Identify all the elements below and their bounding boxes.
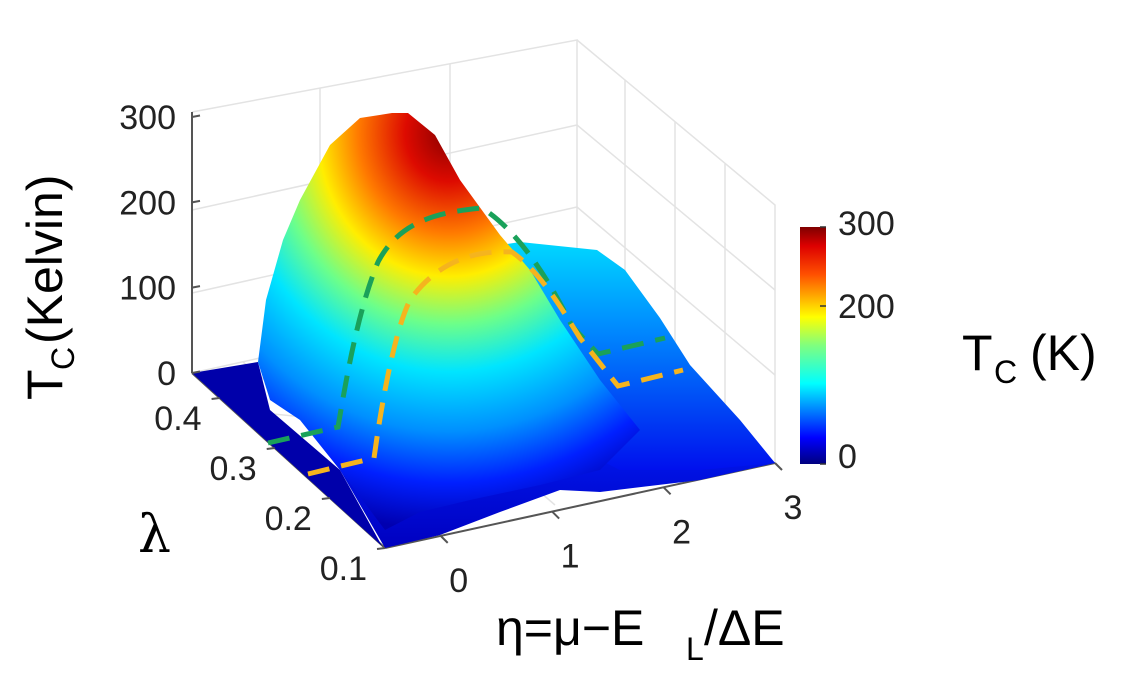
lambda-tick-label: 0.2 — [265, 500, 312, 538]
z-axis-label-main: T — [17, 369, 73, 400]
eta-tick-label: 0 — [449, 562, 468, 600]
green-boundary-line — [267, 205, 666, 446]
surface-peak — [258, 113, 640, 530]
eta-label-b: /ΔE — [704, 600, 785, 656]
colorbar-gradient — [800, 227, 826, 464]
lambda-tick-mark — [211, 397, 220, 400]
tc-surface — [192, 113, 775, 548]
colorbar-ticks: 0 200 300 — [820, 205, 895, 476]
z-axis-label: T C (Kelvin) — [17, 175, 81, 400]
colorbar-label-rest: (K) — [1030, 325, 1097, 381]
z-tick-label: 100 — [119, 270, 176, 308]
colorbar-tick-label: 0 — [838, 438, 857, 476]
z-axis-ticks: 0 100 200 300 — [119, 99, 201, 393]
colorbar-tick-label: 200 — [838, 288, 895, 326]
z-tick-mark — [191, 370, 201, 374]
lambda-tick-label: 0.4 — [154, 400, 201, 438]
eta-axis-label: η=μ−E L /ΔE — [496, 600, 785, 667]
lambda-tick-mark — [266, 447, 275, 450]
z-axis-label-sub: C — [45, 347, 81, 370]
eta-label-a: η=μ−E — [496, 600, 644, 656]
eta-tick-label: 1 — [561, 538, 580, 576]
eta-label-sub: L — [686, 631, 704, 667]
z-tick-mark — [191, 114, 201, 118]
z-tick-mark — [191, 285, 201, 289]
lambda-tick-label: 0.3 — [209, 450, 256, 488]
colorbar-tick-label: 300 — [838, 205, 895, 243]
yellow-boundary-line — [307, 249, 684, 477]
lambda-tick-mark — [321, 497, 330, 500]
lambda-tick-label: 0.1 — [320, 550, 367, 588]
z-axis-label-rest: (Kelvin) — [17, 175, 73, 344]
z-tick-label: 200 — [119, 184, 176, 222]
z-tick-label: 300 — [119, 99, 176, 137]
z-tick-label: 0 — [157, 355, 176, 393]
eta-axis-ticks: 0 1 2 3 — [440, 462, 803, 600]
eta-tick-mark — [774, 462, 783, 471]
lambda-axis-ticks: 0.10.20.30.4 — [154, 397, 386, 588]
boundary-lines — [267, 205, 684, 477]
eta-tick-label: 3 — [784, 489, 803, 527]
surface-floor — [192, 362, 382, 546]
eta-tick-mark — [440, 535, 449, 544]
colorbar-label: T C (K) — [962, 325, 1097, 390]
lambda-tick-mark — [376, 547, 386, 550]
colorbar-label-main: T — [962, 325, 993, 381]
colorbar: 0 200 300 — [800, 205, 895, 476]
z-tick-mark — [191, 199, 201, 204]
colorbar-label-sub: C — [994, 354, 1017, 390]
eta-tick-mark — [551, 510, 560, 520]
eta-tick-mark — [662, 486, 672, 495]
lambda-axis-label: λ — [138, 505, 171, 565]
eta-tick-label: 2 — [672, 513, 691, 551]
